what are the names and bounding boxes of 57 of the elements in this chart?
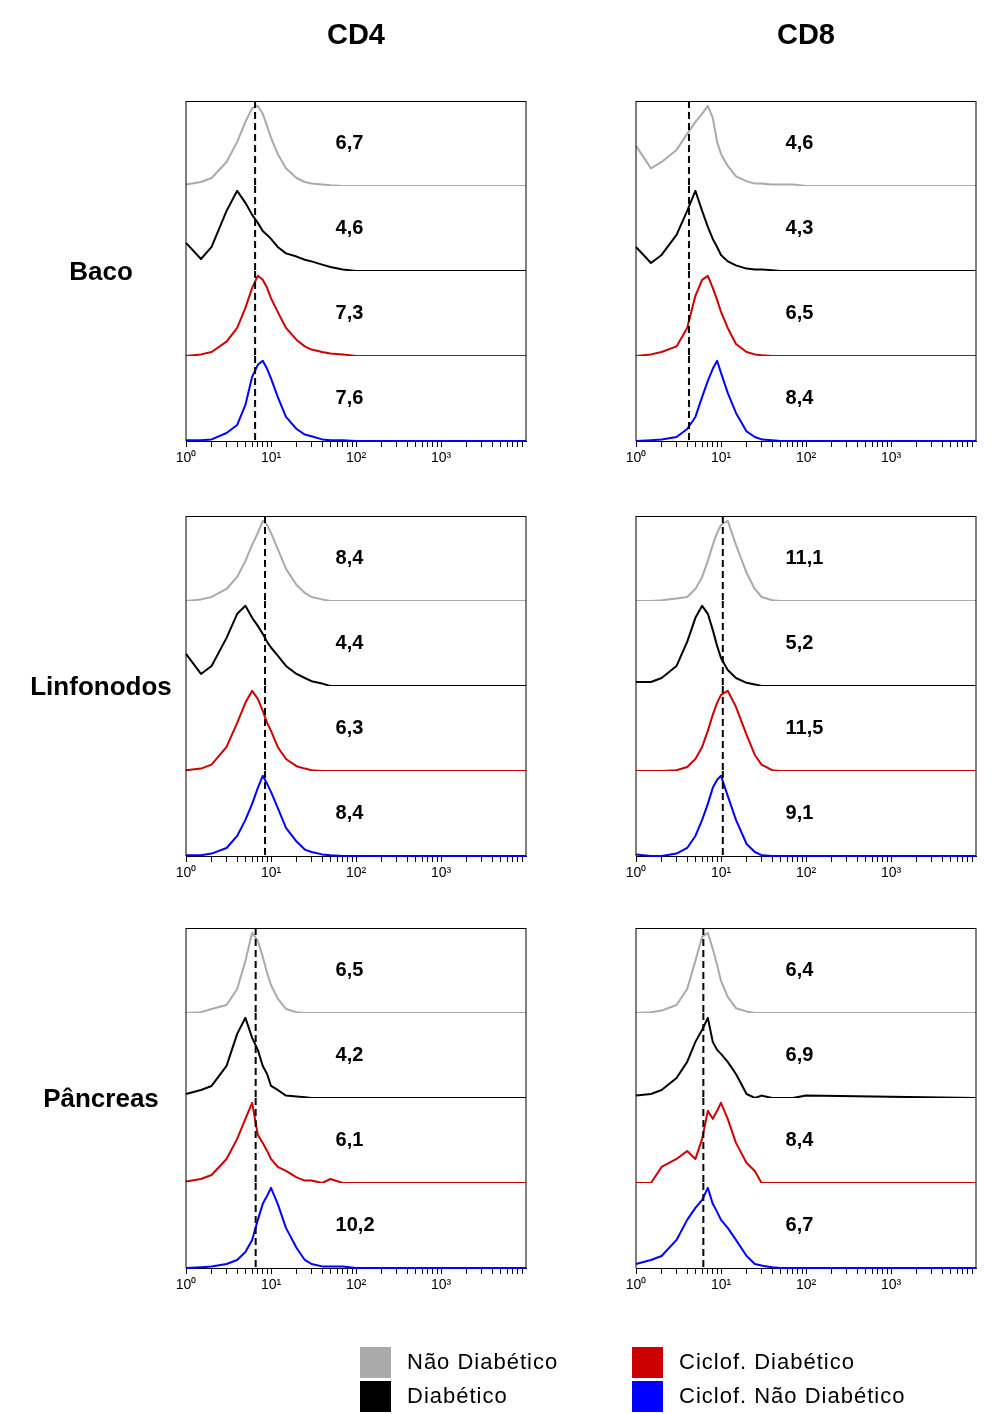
- annotation: 11,1: [785, 545, 824, 568]
- annotation: 9,1: [785, 800, 814, 823]
- chart-title: CD8: [776, 18, 836, 51]
- x-tick-label: 10²: [795, 864, 817, 881]
- annotation: 6,7: [785, 1212, 814, 1235]
- annotation: 10,2: [335, 1212, 375, 1235]
- legend-label: Não Diabético: [407, 1349, 559, 1375]
- annotation: 7,3: [335, 300, 364, 323]
- annotation: 6,4: [785, 957, 815, 980]
- annotation: 6,3: [335, 715, 364, 738]
- annotation: 11,5: [785, 715, 824, 738]
- x-tick-label: 10¹: [260, 449, 282, 466]
- x-tick-label: 10²: [345, 864, 367, 881]
- x-tick-label: 10⁰: [625, 449, 647, 466]
- x-tick-label: 10⁰: [175, 449, 197, 466]
- x-tick-label: 10¹: [260, 864, 282, 881]
- x-tick-label: 10⁰: [625, 864, 647, 881]
- x-tick-label: 10³: [880, 1276, 902, 1293]
- x-tick-label: 10³: [880, 864, 902, 881]
- annotation: 7,6: [335, 385, 364, 408]
- x-tick-label: 10²: [345, 1276, 367, 1293]
- x-tick-label: 10⁰: [175, 1276, 197, 1293]
- x-tick-label: 10¹: [260, 1276, 282, 1293]
- annotation: 4,6: [335, 215, 364, 238]
- y-axis-title: Linfonodos: [29, 670, 173, 703]
- legend-label: Ciclof. Não Diabético: [679, 1383, 906, 1409]
- x-tick-label: 10¹: [710, 864, 732, 881]
- annotation: 6,5: [785, 300, 814, 323]
- annotation: 4,6: [785, 130, 814, 153]
- legend-label: Diabético: [407, 1383, 508, 1409]
- annotation: 8,4: [335, 800, 365, 823]
- annotation: 5,2: [785, 630, 814, 653]
- legend-label: Ciclof. Diabético: [679, 1349, 855, 1375]
- x-tick-label: 10³: [430, 449, 452, 466]
- annotation: 6,1: [335, 1127, 364, 1150]
- x-tick-label: 10³: [880, 449, 902, 466]
- x-tick-label: 10⁰: [175, 864, 197, 881]
- annotation: 4,3: [785, 215, 814, 238]
- x-tick-label: 10¹: [710, 1276, 732, 1293]
- annotation: 8,4: [785, 1127, 815, 1150]
- x-tick-label: 10³: [430, 1276, 452, 1293]
- x-tick-label: 10²: [795, 449, 817, 466]
- annotation: 4,2: [335, 1042, 364, 1065]
- annotation: 6,7: [335, 130, 364, 153]
- annotation: 4,4: [335, 630, 365, 653]
- annotation: 6,5: [335, 957, 364, 980]
- x-tick-label: 10²: [345, 449, 367, 466]
- annotation: 8,4: [785, 385, 815, 408]
- chart-title: CD4: [326, 18, 386, 51]
- x-tick-label: 10²: [795, 1276, 817, 1293]
- y-axis-title: Pâncreas: [42, 1082, 160, 1115]
- x-tick-label: 10⁰: [625, 1276, 647, 1293]
- annotation: 8,4: [335, 545, 365, 568]
- x-tick-label: 10¹: [710, 449, 732, 466]
- y-axis-title: Baco: [68, 255, 134, 288]
- annotation: 6,9: [785, 1042, 814, 1065]
- x-tick-label: 10³: [430, 864, 452, 881]
